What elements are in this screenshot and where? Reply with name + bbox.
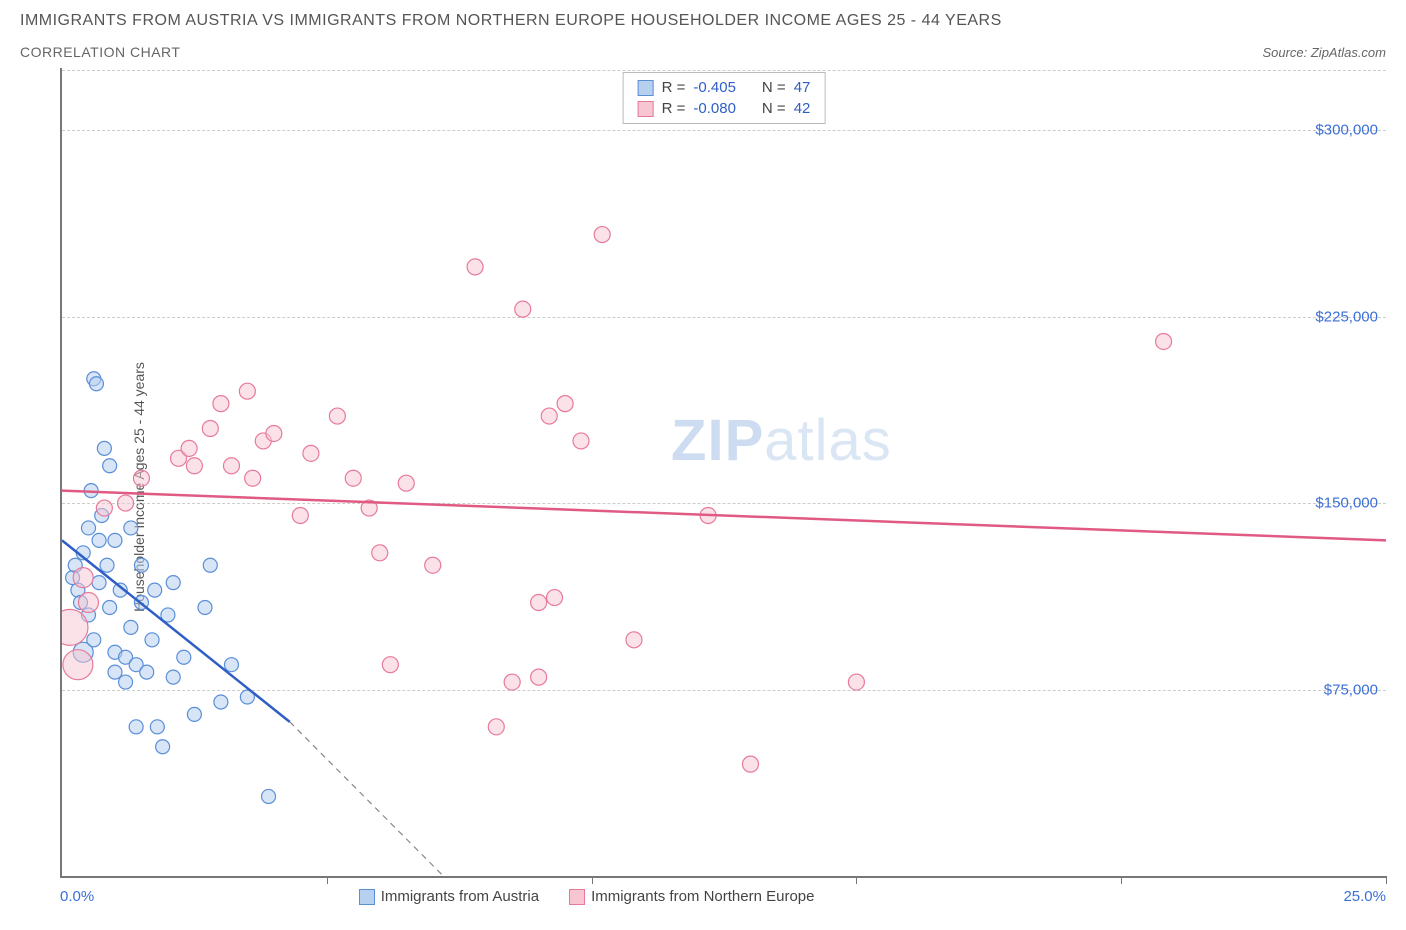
x-tick [592, 876, 593, 884]
data-point-austria [187, 707, 201, 721]
data-point-neurope [594, 227, 610, 243]
data-point-neurope [398, 475, 414, 491]
data-point-neurope [96, 500, 112, 516]
data-point-austria [103, 459, 117, 473]
data-point-austria [92, 576, 106, 590]
data-point-austria [166, 670, 180, 684]
data-point-austria [108, 665, 122, 679]
data-point-neurope [504, 674, 520, 690]
data-point-neurope [541, 408, 557, 424]
data-point-neurope [78, 593, 98, 613]
scatter-svg [62, 68, 1386, 876]
data-point-austria [177, 650, 191, 664]
chart-plot-area: ZIPatlas R = -0.405 N = 47 R = -0.080 N … [60, 68, 1386, 878]
x-tick [1386, 876, 1387, 884]
data-point-neurope [329, 408, 345, 424]
data-point-neurope [488, 719, 504, 735]
x-axis-max-label: 25.0% [1343, 888, 1386, 905]
data-point-austria [92, 533, 106, 547]
data-point-austria [140, 665, 154, 679]
chart-title: IMMIGRANTS FROM AUSTRIA VS IMMIGRANTS FR… [20, 12, 1262, 30]
data-point-austria [166, 576, 180, 590]
data-point-austria [198, 600, 212, 614]
data-point-neurope [292, 508, 308, 524]
data-point-austria [103, 600, 117, 614]
data-point-neurope [73, 568, 93, 588]
x-tick [327, 876, 328, 884]
data-point-neurope [213, 396, 229, 412]
trend-line-austria [62, 540, 290, 721]
legend-row-neurope: R = -0.080 N = 42 [638, 98, 811, 119]
data-point-neurope [186, 458, 202, 474]
data-point-austria [100, 558, 114, 572]
data-point-austria [87, 633, 101, 647]
swatch-neurope-icon [569, 889, 585, 905]
legend-item-austria: Immigrants from Austria [359, 888, 539, 905]
data-point-neurope [118, 495, 134, 511]
data-point-neurope [467, 259, 483, 275]
data-point-neurope [742, 756, 758, 772]
correlation-legend: R = -0.405 N = 47 R = -0.080 N = 42 [623, 72, 826, 124]
data-point-neurope [557, 396, 573, 412]
legend-item-neurope: Immigrants from Northern Europe [569, 888, 814, 905]
data-point-neurope [372, 545, 388, 561]
data-point-neurope [345, 470, 361, 486]
data-point-austria [203, 558, 217, 572]
data-point-austria [124, 620, 138, 634]
data-point-neurope [303, 445, 319, 461]
data-point-neurope [382, 657, 398, 673]
data-point-neurope [133, 470, 149, 486]
data-point-austria [89, 377, 103, 391]
data-point-austria [214, 695, 228, 709]
data-point-austria [108, 533, 122, 547]
swatch-austria-icon [359, 889, 375, 905]
x-tick [856, 876, 857, 884]
trend-extrapolation-austria [290, 722, 444, 876]
swatch-neurope [638, 101, 654, 117]
data-point-neurope [531, 669, 547, 685]
data-point-austria [134, 558, 148, 572]
data-point-austria [129, 720, 143, 734]
data-point-austria [145, 633, 159, 647]
x-tick [1121, 876, 1122, 884]
data-point-neurope [515, 301, 531, 317]
legend-row-austria: R = -0.405 N = 47 [638, 77, 811, 98]
swatch-austria [638, 80, 654, 96]
data-point-austria [156, 740, 170, 754]
data-point-austria [262, 789, 276, 803]
series-legend: Immigrants from Austria Immigrants from … [359, 888, 815, 905]
data-point-neurope [848, 674, 864, 690]
data-point-neurope [239, 383, 255, 399]
trend-line-neurope [62, 491, 1386, 541]
data-point-neurope [181, 440, 197, 456]
data-point-neurope [547, 590, 563, 606]
data-point-neurope [531, 595, 547, 611]
data-point-austria [148, 583, 162, 597]
data-point-neurope [63, 650, 93, 680]
data-point-neurope [223, 458, 239, 474]
data-point-neurope [626, 632, 642, 648]
x-axis-min-label: 0.0% [60, 888, 94, 905]
source-attribution: Source: ZipAtlas.com [1262, 45, 1386, 60]
data-point-austria [97, 441, 111, 455]
data-point-austria [119, 675, 133, 689]
data-point-austria [81, 521, 95, 535]
data-point-neurope [202, 420, 218, 436]
data-point-austria [124, 521, 138, 535]
data-point-neurope [245, 470, 261, 486]
data-point-neurope [1156, 333, 1172, 349]
data-point-neurope [425, 557, 441, 573]
data-point-austria [150, 720, 164, 734]
data-point-neurope [266, 425, 282, 441]
chart-subtitle: CORRELATION CHART [20, 44, 1262, 60]
data-point-austria [224, 658, 238, 672]
data-point-neurope [573, 433, 589, 449]
